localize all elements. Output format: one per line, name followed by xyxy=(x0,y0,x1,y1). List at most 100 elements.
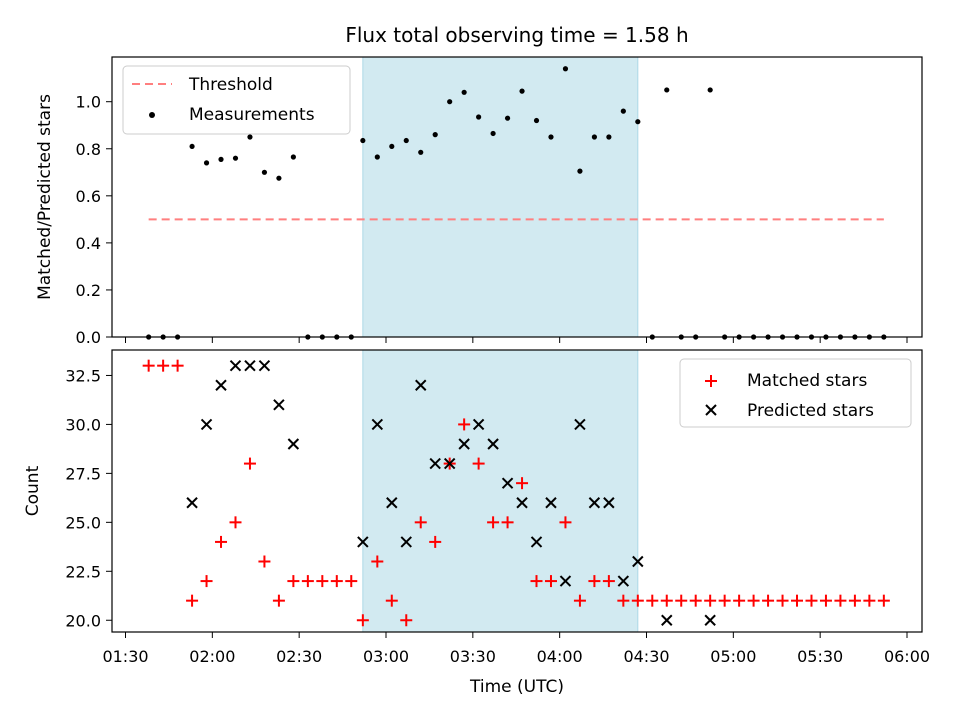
top-ytick-label-1: 0.2 xyxy=(76,281,101,300)
matched-star-point-0 xyxy=(142,359,155,372)
xtick-label-8: 05:30 xyxy=(797,647,843,666)
xtick-label-1: 02:00 xyxy=(189,647,235,666)
measurement-point-23 xyxy=(476,114,482,120)
matched-star-point-19 xyxy=(414,516,427,529)
bottom-ylabel: Count xyxy=(23,465,43,516)
matched-star-point-37 xyxy=(675,594,688,607)
predicted-star-point-18 xyxy=(501,477,514,489)
matched-star-point-1 xyxy=(157,359,170,372)
measurement-point-6 xyxy=(232,155,239,161)
matched-star-point-32 xyxy=(602,575,615,588)
legend-predicted-label: Predicted stars xyxy=(747,401,874,421)
measurement-point-9 xyxy=(276,175,282,181)
measurement-point-32 xyxy=(606,134,612,140)
bottom-axes-frame xyxy=(111,349,923,633)
measurement-point-36 xyxy=(664,87,670,93)
measurement-point-5 xyxy=(218,156,224,162)
predicted-star-point-0 xyxy=(186,497,198,509)
matched-star-point-48 xyxy=(834,594,847,607)
bottom-ytick-label-0: 20.0 xyxy=(65,611,101,630)
legend-matched-swatch xyxy=(705,375,717,387)
matched-star-point-22 xyxy=(458,418,471,431)
bottom-panel: 20.0 22.5 25.0 27.5 30.0 32.5 01:30 02:00 02:30… xyxy=(23,349,930,697)
top-ytick-label-3: 0.6 xyxy=(76,187,101,206)
matched-star-point-30 xyxy=(573,594,586,607)
matched-star-point-11 xyxy=(301,575,314,588)
predicted-star-point-9 xyxy=(371,418,384,431)
xtick-label-6: 04:30 xyxy=(623,647,669,666)
predicted-star-point-4 xyxy=(244,359,256,372)
matched-star-point-25 xyxy=(501,516,514,529)
predicted-star-point-2 xyxy=(215,379,227,391)
matched-star-point-16 xyxy=(371,555,384,568)
matched-star-point-15 xyxy=(356,614,369,627)
matched-star-point-23 xyxy=(472,457,485,470)
matched-star-point-4 xyxy=(200,575,213,588)
top-axes-frame xyxy=(111,56,923,338)
matched-star-point-43 xyxy=(762,594,775,607)
matched-star-point-46 xyxy=(805,594,818,607)
predicted-star-point-20 xyxy=(530,536,543,548)
xtick-label-0: 01:30 xyxy=(102,647,148,666)
bottom-ytick-label-4: 30.0 xyxy=(65,415,101,434)
matched-star-point-36 xyxy=(660,594,673,607)
predicted-star-point-6 xyxy=(273,399,285,411)
measurement-point-30 xyxy=(577,168,583,174)
matched-star-point-7 xyxy=(243,457,256,470)
measurement-point-16 xyxy=(374,154,380,160)
predicted-star-point-11 xyxy=(400,536,412,548)
matched-star-point-9 xyxy=(272,594,285,607)
matched-star-point-27 xyxy=(530,575,543,588)
measurement-point-18 xyxy=(403,137,409,144)
predicted-star-point-15 xyxy=(458,438,470,450)
measurement-point-34 xyxy=(635,119,641,125)
matched-star-point-3 xyxy=(186,594,199,607)
predicted-star-point-28 xyxy=(661,614,673,626)
chart-title: Flux total observing time = 1.58 h xyxy=(345,23,688,47)
xtick-label-2: 02:30 xyxy=(276,647,322,666)
matched-star-point-20 xyxy=(429,535,442,548)
matched-star-point-10 xyxy=(287,575,300,588)
measurement-point-7 xyxy=(247,134,253,140)
matched-star-point-50 xyxy=(863,594,876,607)
legend-matched-label: Matched stars xyxy=(747,371,867,391)
top-ytick-label-4: 0.8 xyxy=(76,140,101,159)
matched-star-point-26 xyxy=(516,477,529,490)
predicted-star-point-1 xyxy=(200,418,213,431)
matched-star-point-41 xyxy=(733,594,746,607)
top-ytick-label-2: 0.4 xyxy=(76,234,101,253)
top-shaded-region xyxy=(362,56,639,338)
legend-measurement-swatch xyxy=(149,112,155,118)
bottom-legend: Matched stars Predicted stars xyxy=(679,358,912,428)
predicted-star-point-7 xyxy=(287,438,300,450)
measurement-point-19 xyxy=(418,149,424,155)
matched-star-point-28 xyxy=(544,575,557,588)
predicted-star-point-29 xyxy=(704,614,716,626)
measurement-point-3 xyxy=(189,143,195,150)
matched-star-point-5 xyxy=(215,535,228,548)
matched-star-point-49 xyxy=(848,594,861,607)
matched-star-point-31 xyxy=(588,575,601,588)
matched-star-point-42 xyxy=(747,594,760,607)
predicted-star-point-5 xyxy=(258,359,271,372)
measurement-point-25 xyxy=(504,115,511,121)
top-legend: Threshold Measurements xyxy=(122,65,351,135)
bottom-ytick-label-1: 22.5 xyxy=(65,562,101,581)
legend-threshold-label: Threshold xyxy=(188,75,273,95)
xtick-label-3: 03:00 xyxy=(363,647,409,666)
legend-measurement-label: Measurements xyxy=(189,105,315,125)
xtick-label-7: 05:00 xyxy=(710,647,756,666)
matched-star-point-29 xyxy=(559,516,572,529)
matched-star-point-8 xyxy=(258,555,271,568)
predicted-star-point-21 xyxy=(545,497,557,509)
top-panel: 0.0 0.2 0.4 0.6 0.8 1.0 Matched/Predicted sta… xyxy=(35,56,923,347)
legend-predicted-swatch xyxy=(705,404,717,416)
measurement-point-31 xyxy=(591,134,598,140)
matched-star-point-39 xyxy=(704,594,717,607)
predicted-star-point-3 xyxy=(229,359,242,372)
matched-star-point-24 xyxy=(487,516,500,529)
measurement-point-28 xyxy=(548,134,554,140)
matched-star-point-17 xyxy=(385,594,398,607)
bottom-ytick-label-2: 25.0 xyxy=(65,513,101,532)
